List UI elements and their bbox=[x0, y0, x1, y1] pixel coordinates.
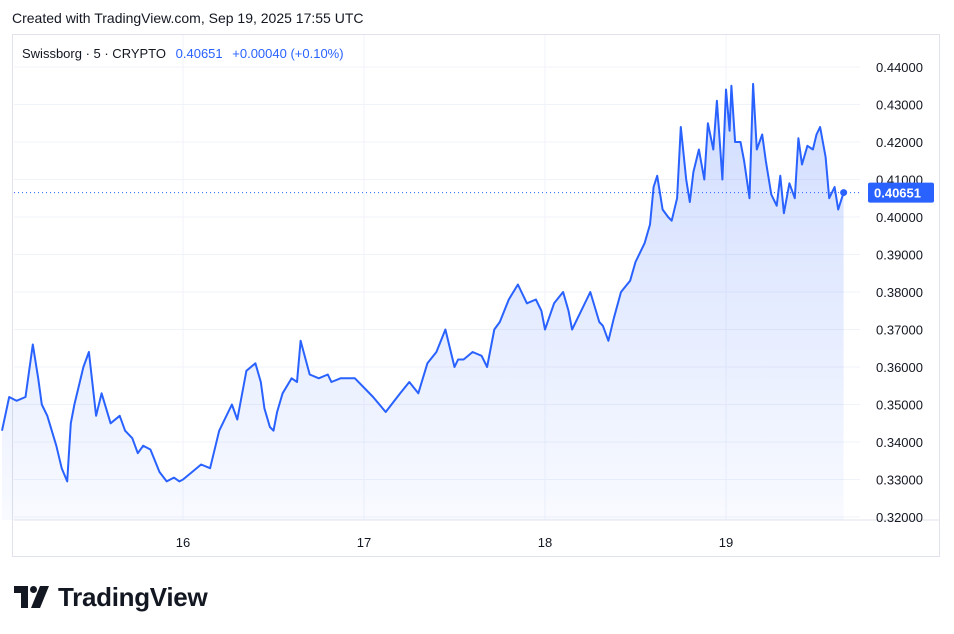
last-price-tag-label: 0.40651 bbox=[874, 186, 921, 201]
price-area-fill bbox=[2, 83, 844, 521]
x-tick-label: 16 bbox=[176, 535, 190, 550]
symbol-label: Swissborg · 5 · CRYPTO bbox=[22, 46, 167, 61]
x-axis: 16 17 18 19 bbox=[176, 535, 733, 550]
y-tick-label: 0.34000 bbox=[876, 435, 923, 450]
chart-frame bbox=[12, 34, 940, 557]
x-tick-label: 17 bbox=[357, 535, 371, 550]
tradingview-wordmark: TradingView bbox=[58, 581, 208, 612]
tradingview-logo-icon bbox=[14, 586, 49, 608]
y-tick-label: 0.33000 bbox=[876, 473, 923, 488]
x-tick-label: 18 bbox=[538, 535, 552, 550]
y-tick-label: 0.39000 bbox=[876, 248, 923, 263]
y-tick-label: 0.43000 bbox=[876, 98, 923, 113]
y-tick-label: 0.37000 bbox=[876, 323, 923, 338]
chart-credit: Created with TradingView.com, Sep 19, 20… bbox=[12, 10, 364, 26]
y-axis: 0.32000 0.33000 0.34000 0.35000 0.36000 0.370… bbox=[876, 60, 923, 525]
chart-legend: Swissborg · 5 · CRYPTO 0.40651 +0.00040 … bbox=[22, 46, 344, 61]
y-tick-label: 0.42000 bbox=[876, 135, 923, 150]
last-price-value: 0.40651 bbox=[175, 46, 223, 61]
y-tick-label: 0.32000 bbox=[876, 510, 923, 525]
y-tick-label: 0.36000 bbox=[876, 360, 923, 375]
y-tick-label: 0.35000 bbox=[876, 398, 923, 413]
y-tick-label: 0.44000 bbox=[876, 60, 923, 75]
x-tick-label: 19 bbox=[719, 535, 733, 550]
price-series-line bbox=[1, 82, 845, 483]
price-change-value: +0.00040 (+0.10%) bbox=[232, 46, 344, 61]
tradingview-logo[interactable]: TradingView bbox=[14, 581, 208, 612]
last-price-tag: 0.40651 bbox=[868, 182, 934, 203]
last-price-dot bbox=[840, 189, 848, 197]
y-tick-label: 0.40000 bbox=[876, 210, 923, 225]
y-tick-label: 0.38000 bbox=[876, 285, 923, 300]
